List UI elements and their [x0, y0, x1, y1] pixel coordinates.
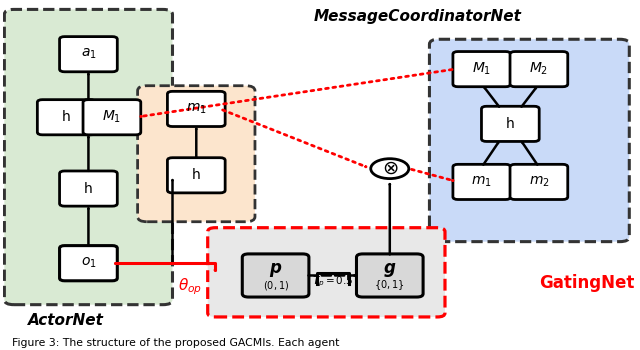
Text: $M_2$: $M_2$: [529, 61, 548, 77]
FancyBboxPatch shape: [510, 164, 568, 200]
Text: $M_1$: $M_1$: [102, 109, 122, 125]
Text: $m_1$: $m_1$: [472, 175, 492, 189]
Text: $\boldsymbol{g}$: $\boldsymbol{g}$: [383, 260, 396, 279]
Text: $o_1$: $o_1$: [81, 256, 96, 271]
Text: h: h: [192, 168, 201, 182]
Text: h: h: [84, 182, 93, 196]
FancyBboxPatch shape: [481, 106, 540, 141]
Text: $\{0,1\}$: $\{0,1\}$: [374, 279, 405, 292]
Text: MessageCoordinatorNet: MessageCoordinatorNet: [314, 8, 522, 23]
FancyBboxPatch shape: [453, 51, 511, 87]
Text: $\boldsymbol{p}$: $\boldsymbol{p}$: [269, 260, 282, 279]
Text: h: h: [506, 117, 515, 131]
FancyBboxPatch shape: [453, 164, 511, 200]
FancyBboxPatch shape: [510, 51, 568, 87]
Text: $a_1$: $a_1$: [81, 47, 96, 61]
Text: GatingNet: GatingNet: [539, 274, 634, 292]
Text: $\theta_{op}$: $\theta_{op}$: [178, 276, 202, 297]
FancyBboxPatch shape: [60, 246, 117, 281]
FancyBboxPatch shape: [243, 254, 309, 297]
FancyBboxPatch shape: [356, 254, 423, 297]
Text: $T_p = 0.5$: $T_p = 0.5$: [312, 274, 353, 289]
FancyBboxPatch shape: [138, 86, 255, 222]
FancyBboxPatch shape: [37, 100, 95, 135]
Text: $m_2$: $m_2$: [529, 175, 549, 189]
FancyBboxPatch shape: [208, 228, 445, 317]
Text: $(0, 1)$: $(0, 1)$: [262, 279, 289, 292]
Text: ActorNet: ActorNet: [28, 313, 104, 328]
FancyBboxPatch shape: [168, 91, 225, 126]
FancyBboxPatch shape: [60, 171, 117, 206]
Text: $M_1$: $M_1$: [472, 61, 492, 77]
Text: h: h: [62, 110, 70, 124]
Text: Figure 3: The structure of the proposed GACMIs. Each agent: Figure 3: The structure of the proposed …: [12, 338, 340, 348]
Text: $\otimes$: $\otimes$: [381, 159, 398, 178]
FancyBboxPatch shape: [429, 39, 629, 242]
FancyBboxPatch shape: [4, 9, 173, 304]
FancyBboxPatch shape: [60, 37, 117, 72]
FancyBboxPatch shape: [168, 158, 225, 193]
FancyBboxPatch shape: [83, 100, 141, 135]
Text: $m_1$: $m_1$: [186, 102, 207, 116]
Circle shape: [371, 159, 409, 178]
